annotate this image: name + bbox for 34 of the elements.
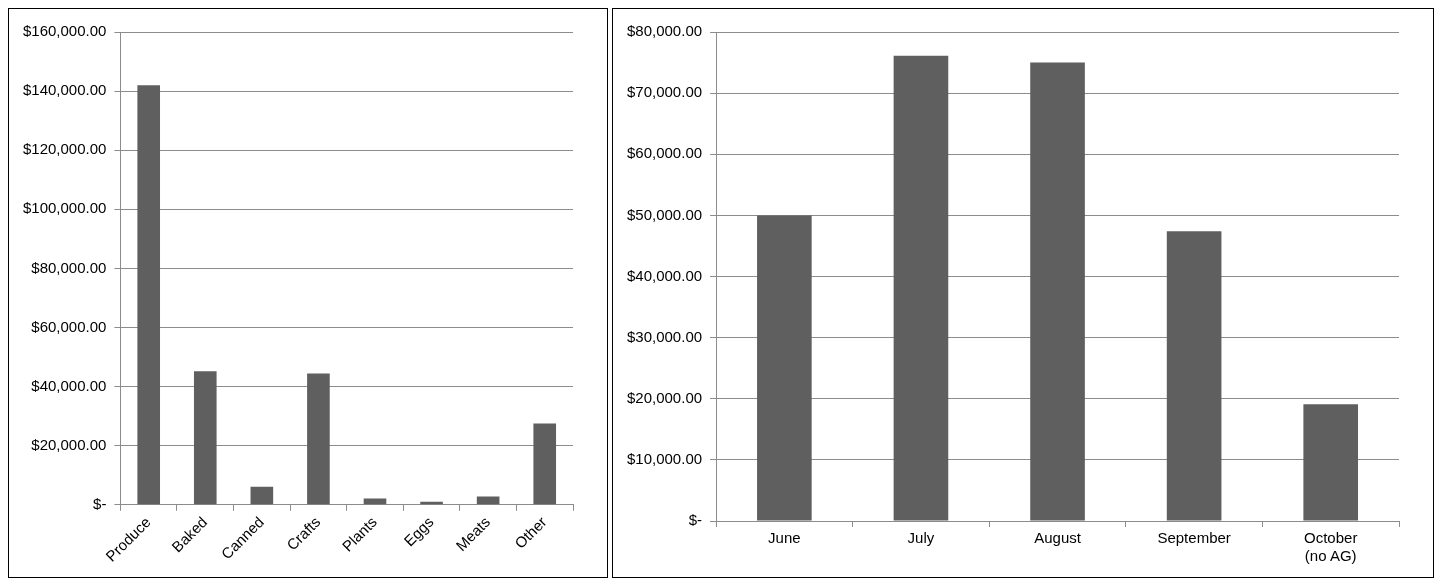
y-tick-label: $20,000.00 (31, 435, 107, 453)
x-tick-label: July (907, 529, 935, 547)
y-tick-label: $60,000.00 (627, 144, 703, 162)
bar (307, 373, 330, 505)
y-tick-label: $160,000.00 (22, 22, 107, 40)
y-tick-label: $10,000.00 (627, 450, 703, 468)
y-tick-label: $- (93, 494, 107, 512)
bar (1166, 231, 1222, 521)
x-tick-label: September (1157, 529, 1231, 547)
x-tick-label: October (no AG) (1304, 529, 1358, 565)
y-tick-label: $50,000.00 (627, 205, 703, 223)
y-tick-label: $40,000.00 (627, 266, 703, 284)
y-tick-label: $80,000.00 (627, 22, 703, 40)
y-tick-label: $30,000.00 (627, 327, 703, 345)
bar (476, 496, 500, 505)
y-tick-label: $120,000.00 (22, 140, 107, 158)
bar (893, 55, 949, 521)
y-tick-label: $100,000.00 (22, 199, 107, 217)
y-tick-label: $40,000.00 (31, 376, 107, 394)
y-tick-label: $70,000.00 (627, 83, 703, 101)
bar (137, 85, 161, 505)
y-tick-label: $20,000.00 (627, 388, 703, 406)
y-tick-label: $- (688, 511, 703, 529)
bar (757, 215, 812, 521)
x-tick-label: August (1034, 529, 1082, 547)
bar (1303, 404, 1359, 521)
y-tick-label: $60,000.00 (31, 317, 107, 335)
bar (1030, 62, 1085, 521)
y-tick-label: $80,000.00 (31, 258, 107, 276)
y-tick-label: $140,000.00 (22, 81, 107, 99)
bar (250, 486, 274, 505)
x-tick-label: June (768, 529, 801, 547)
bar (193, 371, 217, 505)
bar (533, 423, 557, 505)
